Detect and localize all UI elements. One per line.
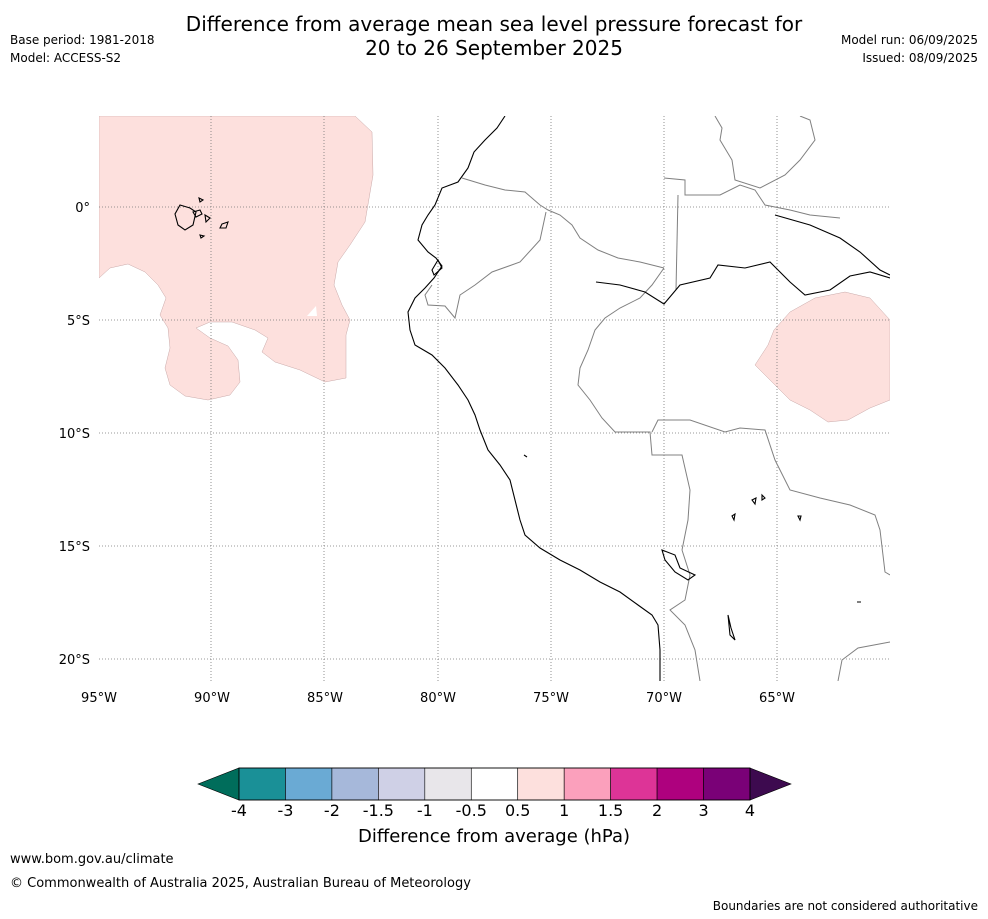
colorbar-tick-label: -2 — [324, 801, 340, 820]
lon-gridlines — [210, 116, 778, 681]
colorbar-cell — [378, 767, 426, 801]
colorbar-cell — [470, 767, 519, 801]
lon-label: 65°W — [759, 691, 795, 706]
colorbar-cell — [285, 767, 333, 801]
map-title: Difference from average mean sea level p… — [0, 12, 988, 60]
colorbar-tick-label: 2 — [652, 801, 662, 820]
colorbar-title: Difference from average (hPa) — [358, 826, 630, 847]
lon-label: 75°W — [533, 691, 569, 706]
model-name: Model: ACCESS-S2 — [10, 51, 122, 65]
issued-date: Issued: 08/09/2025 — [862, 51, 978, 65]
lat-axis-labels: 0° 5°S 10°S 15°S 20°S — [59, 201, 90, 668]
lat-label: 20°S — [59, 653, 90, 668]
colorbar-tick-label: 3 — [698, 801, 708, 820]
anomaly-region-west — [99, 116, 374, 401]
colorbar-cell — [424, 767, 472, 801]
colorbar-tick-label: -0.5 — [456, 801, 487, 820]
lat-label: 0° — [75, 201, 90, 216]
title-line-2: 20 to 26 September 2025 — [365, 36, 623, 60]
lon-label: 80°W — [420, 691, 456, 706]
colorbar-cells — [238, 767, 751, 801]
colorbar-cell — [703, 767, 751, 801]
colorbar-over-arrow — [749, 767, 792, 801]
lon-label: 85°W — [307, 691, 343, 706]
map-area — [99, 116, 890, 681]
anomaly-hole — [307, 306, 317, 316]
footer-copyright: © Commonwealth of Australia 2025, Austra… — [10, 876, 471, 891]
lat-label: 15°S — [59, 540, 90, 555]
lon-label: 70°W — [646, 691, 682, 706]
base-period: Base period: 1981-2018 — [10, 33, 155, 47]
colorbar-tick-label: 4 — [745, 801, 755, 820]
lon-label: 90°W — [194, 691, 230, 706]
colorbar-tick-label: -1.5 — [363, 801, 394, 820]
colorbar-tick-label: 1.5 — [598, 801, 623, 820]
colorbar-cell — [656, 767, 704, 801]
colorbar-cell — [610, 767, 658, 801]
colorbar-cell — [238, 767, 286, 801]
country-borders — [424, 116, 890, 681]
lon-label: 95°W — [81, 691, 117, 706]
colorbar-tick-label: -3 — [277, 801, 293, 820]
lat-label: 5°S — [67, 314, 90, 329]
footer-url: www.bom.gov.au/climate — [10, 852, 174, 867]
footer-disclaimer: Boundaries are not considered authoritat… — [712, 899, 978, 913]
colorbar-tick-label: -4 — [231, 801, 247, 820]
colorbar-frame — [238, 767, 751, 801]
colorbar-ticks: -4 -3 -2 -1.5 -1 -0.5 0.5 1 1.5 2 3 4 — [231, 801, 755, 820]
colorbar-tick-label: 1 — [559, 801, 569, 820]
coastlines — [174, 116, 890, 681]
model-run: Model run: 06/09/2025 — [840, 33, 978, 47]
colorbar-under-arrow — [197, 767, 240, 801]
colorbar-tick-label: -1 — [417, 801, 433, 820]
colorbar-tick-label: 0.5 — [505, 801, 530, 820]
colorbar: -4 -3 -2 -1.5 -1 -0.5 0.5 1 1.5 2 3 4 Difference fr… — [197, 767, 792, 847]
meta-left: Base period: 1981-2018 Model: ACCESS-S2 — [10, 31, 155, 67]
anomaly-region-east — [754, 291, 890, 423]
colorbar-cell — [331, 767, 379, 801]
lon-axis-labels: 95°W 90°W 85°W 80°W 75°W 70°W 65°W — [81, 691, 795, 706]
title-line-1: Difference from average mean sea level p… — [185, 12, 803, 36]
lat-label: 10°S — [59, 427, 90, 442]
colorbar-cell — [517, 767, 565, 801]
colorbar-cell — [563, 767, 611, 801]
meta-right: Model run: 06/09/2025 Issued: 08/09/2025 — [841, 31, 978, 67]
